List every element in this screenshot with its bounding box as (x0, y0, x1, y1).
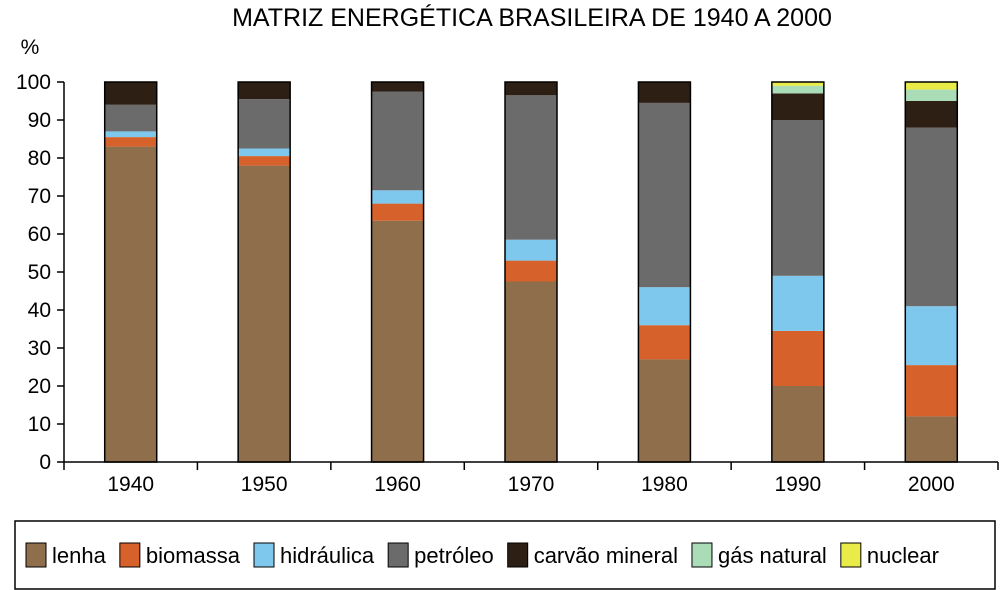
bar-stack-2000 (904, 81, 959, 463)
legend-item-carvão-mineral: carvão mineral (507, 542, 678, 568)
bar-stack-1970 (504, 81, 558, 463)
legend-item-biomassa: biomassa (119, 542, 241, 568)
bar-segment-carvão-mineral-1950 (238, 82, 291, 100)
legend: lenha biomassa hidráulica petróleo carvão mi… (14, 520, 996, 590)
legend-label-carvão-mineral: carvão mineral (534, 543, 678, 568)
y-tick-label-80: 80 (28, 147, 51, 170)
x-tick-label-1970: 1970 (508, 473, 555, 496)
bar-segment-lenha-1980 (638, 359, 691, 462)
bar-segment-gás-natural-2000 (905, 89, 958, 101)
bar-segment-carvão-mineral-1980 (638, 82, 691, 103)
legend-item-hidráulica: hidráulica (253, 542, 375, 568)
legend-swatch-biomassa (119, 542, 141, 568)
bar-segment-biomassa-2000 (905, 365, 958, 417)
bar-segment-biomassa-1960 (371, 203, 424, 221)
legend-item-gás-natural: gás natural (691, 542, 827, 568)
chart-title: MATRIZ ENERGÉTICA BRASILEIRA DE 1940 A 2… (232, 3, 832, 32)
bar-segment-carvão-mineral-1990 (771, 93, 824, 120)
bar-segment-biomassa-1950 (238, 156, 291, 166)
x-tick-label-1940: 1940 (107, 473, 154, 496)
bar-segment-nuclear-1990 (771, 82, 824, 86)
bar-segment-lenha-1970 (505, 281, 557, 462)
bar-segment-carvão-mineral-1960 (371, 82, 424, 92)
y-tick-label-70: 70 (28, 185, 51, 208)
bar-segment-lenha-2000 (905, 416, 958, 462)
x-tick-label-2000: 2000 (908, 473, 955, 496)
bar-segment-lenha-1990 (771, 386, 824, 462)
legend-label-nuclear: nuclear (867, 543, 939, 568)
bar-segment-carvão-mineral-1970 (505, 82, 557, 96)
bars-group (103, 81, 959, 463)
x-tick-label-1990: 1990 (774, 473, 821, 496)
bar-stack-1980 (637, 81, 692, 463)
bar-stack-1940 (103, 81, 158, 463)
legend-swatch-nuclear (840, 542, 862, 568)
legend-item-nuclear: nuclear (840, 542, 939, 568)
bar-segment-hidráulica-1960 (371, 190, 424, 204)
y-tick-label-50: 50 (28, 261, 51, 284)
bar-segment-hidráulica-1990 (771, 275, 824, 331)
legend-label-gás-natural: gás natural (718, 543, 827, 568)
y-tick-label-40: 40 (28, 299, 51, 322)
y-axis-label: % (21, 36, 40, 59)
bar-segment-lenha-1960 (371, 220, 424, 462)
bar-segment-biomassa-1970 (505, 260, 557, 282)
bar-stack-1990 (771, 81, 825, 463)
y-tick-label-60: 60 (28, 223, 51, 246)
x-tick-label-1950: 1950 (241, 473, 288, 496)
legend-label-hidráulica: hidráulica (280, 543, 375, 568)
legend-swatch-lenha (25, 542, 47, 568)
bar-segment-hidráulica-2000 (905, 306, 958, 366)
bar-stack-1950 (237, 81, 291, 463)
bar-segment-carvão-mineral-1940 (104, 82, 157, 105)
bar-segment-hidráulica-1980 (638, 287, 691, 326)
bar-segment-hidráulica-1940 (104, 131, 157, 138)
x-tick-label-1960: 1960 (374, 473, 421, 496)
bar-segment-gás-natural-1990 (771, 85, 824, 94)
legend-swatch-gás-natural (691, 542, 713, 568)
bar-segment-petróleo-1960 (371, 91, 424, 191)
legend-swatch-petróleo (387, 542, 409, 568)
legend-label-lenha: lenha (52, 543, 107, 568)
bar-segment-biomassa-1980 (638, 325, 691, 360)
bar-segment-nuclear-2000 (905, 82, 958, 90)
legend-box (14, 520, 996, 590)
bar-segment-petróleo-1970 (505, 95, 557, 240)
y-tick-label-90: 90 (28, 109, 51, 132)
bar-segment-carvão-mineral-2000 (905, 101, 958, 128)
bar-segment-hidráulica-1970 (505, 239, 557, 261)
bar-segment-petróleo-1990 (771, 120, 824, 276)
legend-swatch-carvão-mineral (507, 542, 529, 568)
bar-segment-petróleo-1980 (638, 102, 691, 288)
legend-label-petróleo: petróleo (414, 543, 494, 568)
bar-segment-petróleo-1950 (238, 99, 291, 149)
legend-item-lenha: lenha (25, 542, 107, 568)
y-tick-label-30: 30 (28, 337, 51, 360)
y-tick-label-0: 0 (39, 451, 51, 474)
legend-label-biomassa: biomassa (146, 543, 241, 568)
bar-segment-lenha-1940 (104, 146, 157, 462)
axes-group: 0 10 20 30 40 50 60 70 80 90 100 1940 1950 1960 1970 19… (16, 71, 999, 496)
legend-item-petróleo: petróleo (387, 542, 494, 568)
bar-stack-1960 (370, 81, 425, 463)
y-tick-label-20: 20 (28, 375, 51, 398)
x-tick-label-1980: 1980 (641, 473, 688, 496)
bar-segment-hidráulica-1950 (238, 148, 291, 157)
legend-swatch-hidráulica (253, 542, 275, 568)
y-tick-label-10: 10 (28, 413, 51, 436)
y-tick-label-100: 100 (16, 71, 51, 94)
bar-segment-petróleo-1940 (104, 104, 157, 132)
bar-segment-biomassa-1940 (104, 137, 157, 147)
bar-segment-petróleo-2000 (905, 127, 958, 307)
bar-segment-lenha-1950 (238, 165, 291, 462)
bar-segment-biomassa-1990 (771, 330, 824, 386)
